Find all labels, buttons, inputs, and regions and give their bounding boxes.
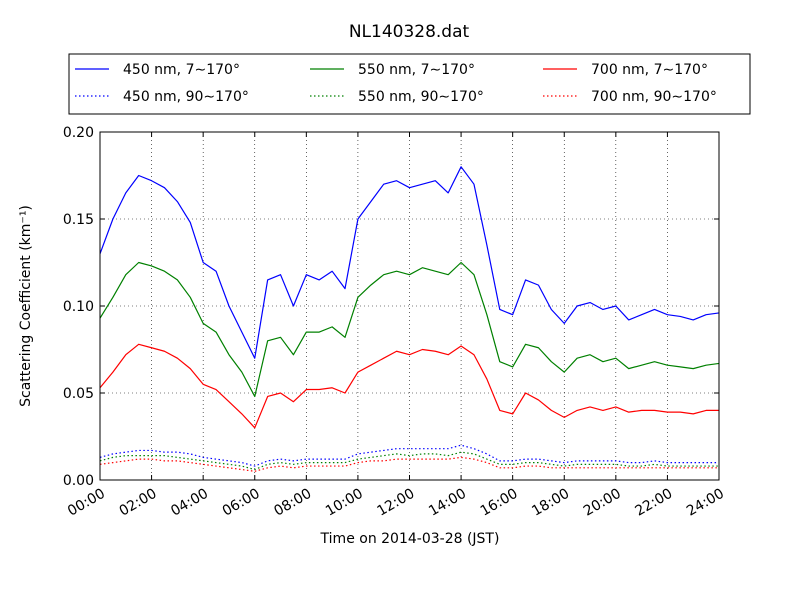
legend: 450 nm, 7∼170° 550 nm, 7∼170° 700 nm, 7∼17… — [68, 53, 751, 115]
y-tick-label: 0.15 — [63, 212, 94, 228]
x-tick-label: 10:00 — [323, 486, 366, 520]
x-tick-label: 22:00 — [632, 486, 675, 520]
series-group — [99, 166, 720, 472]
y-tick-label: 0.20 — [63, 125, 94, 141]
x-tick-label: 02:00 — [117, 486, 160, 520]
x-tick-label: 06:00 — [220, 486, 263, 520]
x-tick-label: 20:00 — [581, 486, 624, 520]
series-line-2 — [99, 261, 720, 398]
series-line-4 — [99, 444, 719, 467]
plot-area: 00:00 02:00 04:00 06:00 08:00 10:00 12:00 14:00… — [63, 125, 727, 520]
y-tick-label: 0.00 — [63, 473, 94, 489]
series-line-3 — [99, 343, 719, 429]
y-tick-label: 0.05 — [63, 386, 94, 402]
x-tick-label: 14:00 — [426, 486, 469, 520]
series-line-1 — [99, 166, 720, 359]
x-tick-label: 04:00 — [168, 486, 211, 520]
y-tick-label: 0.10 — [63, 299, 94, 315]
chart-title: NL140328.dat — [349, 22, 470, 42]
legend-label: 450 nm, 7∼170° — [123, 62, 240, 78]
y-axis-label: Scattering Coefficient (km⁻¹) — [18, 205, 34, 407]
legend-label: 450 nm, 90∼170° — [123, 89, 249, 105]
legend-label: 550 nm, 7∼170° — [358, 62, 475, 78]
legend-label: 700 nm, 7∼170° — [591, 62, 708, 78]
series-line-5 — [99, 451, 719, 471]
x-tick-label: 12:00 — [375, 486, 418, 520]
legend-label: 550 nm, 90∼170° — [358, 89, 484, 105]
x-tick-label: 08:00 — [271, 486, 314, 520]
x-tick-label: 16:00 — [478, 486, 521, 520]
x-axis-label: Time on 2014-03-28 (JST) — [320, 531, 500, 547]
legend-box — [68, 53, 751, 115]
x-tick-label: 00:00 — [65, 486, 108, 520]
legend-label: 700 nm, 90∼170° — [591, 89, 717, 105]
x-tick-label: 24:00 — [684, 486, 727, 520]
x-tick-label: 18:00 — [529, 486, 572, 520]
series-line-6 — [99, 456, 719, 472]
